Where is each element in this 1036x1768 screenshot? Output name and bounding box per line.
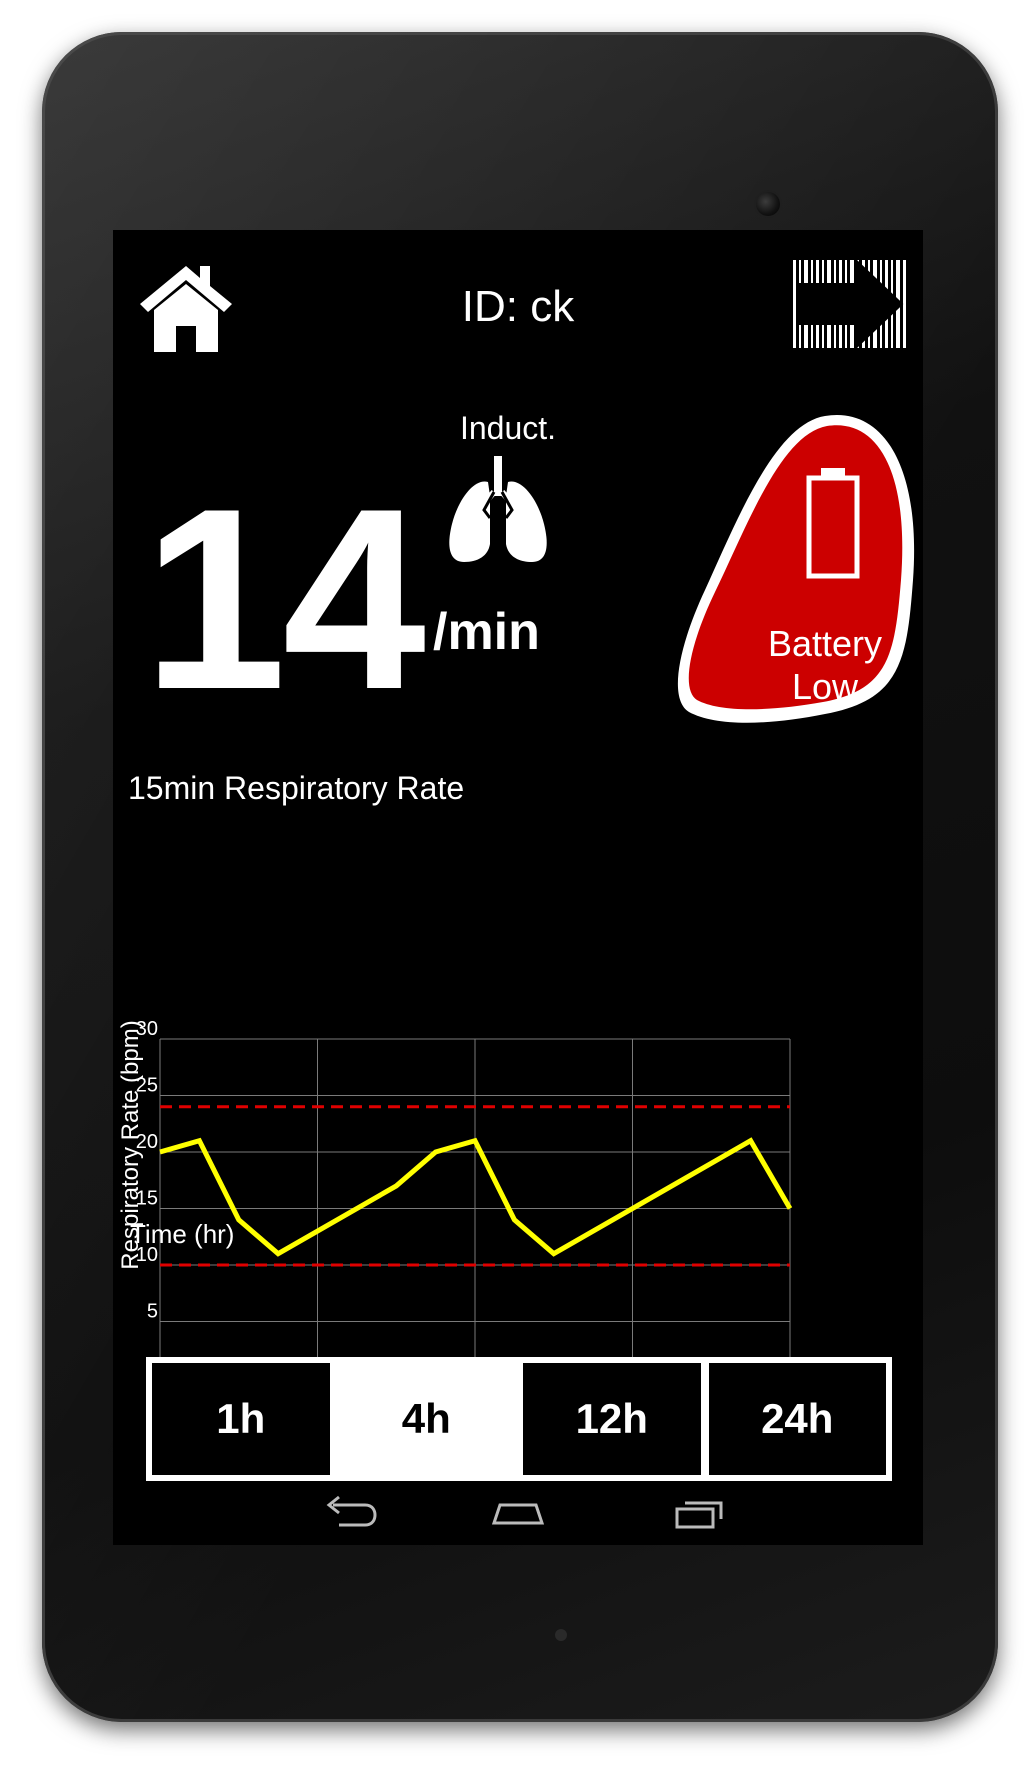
battery-low-icon xyxy=(806,468,860,579)
chart-x-axis-label: Time (hr) xyxy=(130,1219,234,1249)
range-button-1h[interactable]: 1h xyxy=(152,1363,330,1475)
range-button-4h[interactable]: 4h xyxy=(337,1363,515,1475)
y-tick-label: 5 xyxy=(147,1301,158,1323)
next-scan-button[interactable] xyxy=(793,259,907,349)
app-screen: ID: ck Induct. 14 xyxy=(113,230,923,1545)
back-icon[interactable] xyxy=(319,1493,379,1533)
respiratory-rate-unit: /min xyxy=(433,603,540,661)
respiratory-rate-chart: 051015202530 -4-3-2-10 Respiratory Rate … xyxy=(117,1018,805,1402)
y-tick-label: 20 xyxy=(136,1131,158,1153)
android-nav-bar xyxy=(113,1485,923,1545)
alarm-shape xyxy=(677,414,915,723)
sensor-dot xyxy=(555,1629,567,1641)
lungs-icon xyxy=(449,456,547,562)
y-tick-label: 30 xyxy=(136,1018,158,1040)
battery-low-alarm[interactable]: Battery Low xyxy=(675,410,919,762)
respiratory-rate-line xyxy=(159,1137,793,1257)
chart-y-axis-label: Respiratory Rate (bpm) xyxy=(117,1020,144,1269)
front-camera xyxy=(756,192,780,216)
android-home-icon[interactable] xyxy=(488,1493,548,1533)
recents-icon[interactable] xyxy=(669,1493,729,1533)
range-button-12h[interactable]: 12h xyxy=(523,1363,701,1475)
home-button[interactable] xyxy=(138,260,234,356)
respiratory-rate-value: 14 xyxy=(143,454,426,743)
alarm-line-2: Low xyxy=(791,666,859,708)
reading-caption: 15min Respiratory Rate xyxy=(128,770,465,806)
y-tick-label: 25 xyxy=(136,1075,158,1097)
home-icon xyxy=(140,266,232,352)
y-tick-label: 15 xyxy=(136,1188,158,1210)
y-tick-label: 10 xyxy=(136,1244,158,1266)
time-range-selector: 1h 4h 12h 24h xyxy=(146,1357,892,1481)
sensor-mode-label: Induct. xyxy=(459,410,557,446)
alarm-line-1: Battery xyxy=(767,623,883,664)
patient-id: ID: ck xyxy=(461,282,575,331)
range-button-24h[interactable]: 24h xyxy=(708,1363,886,1475)
barcode-arrow-icon xyxy=(793,259,907,349)
